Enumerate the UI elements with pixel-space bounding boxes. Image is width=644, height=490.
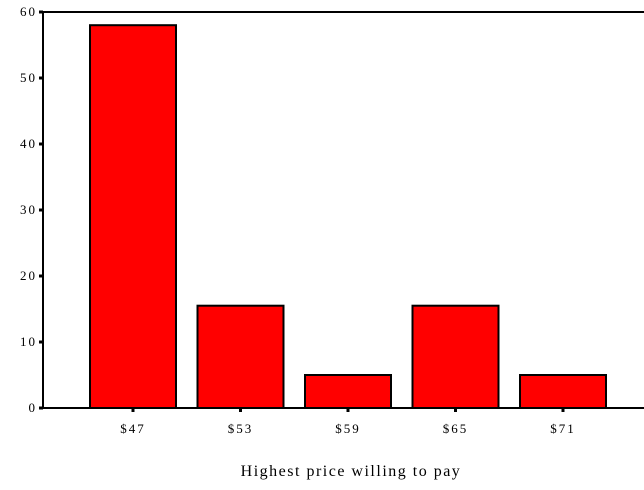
y-tick-group: 0 10 20 30 40 50 60: [20, 4, 43, 415]
bar: [519, 374, 607, 409]
x-tick-label: $71: [550, 421, 576, 436]
y-tick-label: 20: [20, 268, 37, 283]
bar-group: [89, 24, 607, 410]
y-tick-label: 40: [20, 136, 37, 151]
x-tick-group: $47 $53 $59 $65 $71: [120, 408, 576, 436]
y-tick-label: 0: [29, 400, 38, 415]
x-tick-label: $53: [228, 421, 254, 436]
y-tick-label: 10: [20, 334, 37, 349]
x-axis-title: Highest price willing to pay: [241, 463, 462, 480]
bar: [411, 304, 500, 410]
y-tick-label: 30: [20, 202, 37, 217]
x-tick-label: $47: [120, 421, 146, 436]
x-tick-label: $59: [335, 421, 361, 436]
bar: [196, 304, 285, 410]
bar: [89, 24, 177, 409]
y-tick-label: 60: [20, 4, 37, 19]
y-tick-label: 50: [20, 70, 37, 85]
x-tick-label: $65: [443, 421, 469, 436]
bar: [304, 374, 392, 409]
